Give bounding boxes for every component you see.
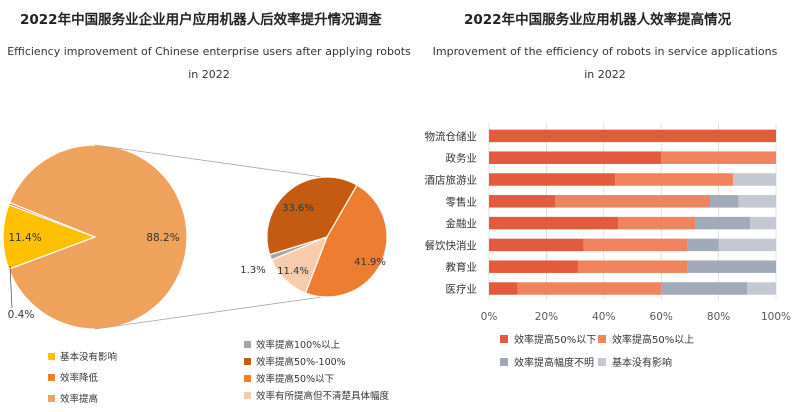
x-tick-label: 60%	[650, 311, 673, 323]
bar-segment	[615, 173, 733, 186]
bar-segment	[718, 238, 776, 252]
breakdown-pie-slice-label: 11.4%	[277, 266, 309, 277]
y-category-label: 酒店旅游业	[425, 174, 478, 187]
legend-swatch	[48, 353, 55, 360]
x-tick-label: 100%	[761, 311, 791, 323]
bar-segment	[747, 282, 776, 295]
legend-label: 效率有所提高但不清楚具体幅度	[256, 390, 390, 402]
legend-swatch	[48, 395, 55, 402]
breakdown-pie-slice	[304, 184, 388, 298]
y-category-label: 金融业	[446, 217, 478, 230]
x-tick-label: 80%	[707, 311, 730, 323]
y-category-label: 零售业	[446, 195, 478, 208]
breakdown-pie-slice-label: 1.3%	[240, 265, 265, 276]
legend-swatch	[244, 392, 251, 399]
x-tick-label: 40%	[592, 311, 615, 323]
connector-line	[94, 144, 323, 178]
x-tick-label: 0%	[481, 311, 498, 323]
legend-label: 效率提高50%-100%	[256, 356, 346, 368]
breakdown-pie-slice-label: 41.9%	[354, 257, 386, 268]
legend-label: 基本没有影响	[60, 351, 117, 363]
legend-label: 基本没有影响	[612, 356, 672, 369]
bar-segment	[695, 216, 751, 230]
main-pie-slice-label: 11.4%	[8, 232, 41, 244]
right-chart-title: 2022年中国服务业应用机器人效率提高情况	[464, 12, 732, 28]
y-category-label: 餐饮快消业	[425, 239, 478, 252]
y-category-label: 教育业	[446, 261, 478, 274]
bar-segment	[709, 195, 739, 208]
bar-segment	[577, 260, 688, 273]
bar-segment	[489, 151, 662, 164]
bar-segment	[517, 282, 662, 295]
bar-segment	[489, 260, 578, 273]
bar-segment	[489, 195, 556, 208]
bar-segment	[687, 238, 719, 252]
bar-segment	[732, 173, 776, 186]
legend-label: 效率提高100%以上	[256, 339, 341, 351]
legend-swatch	[244, 358, 251, 365]
breakdown-pie-slice	[270, 235, 329, 294]
main-pie-slice-label: 88.2%	[146, 232, 179, 244]
breakdown-pie-slice-label: 33.6%	[282, 203, 314, 214]
left-chart-subtitle: Efficiency improvement of Chinese enterp…	[0, 40, 418, 86]
legend-label: 效率提高50%以下	[514, 333, 596, 346]
bar-segment	[489, 173, 616, 186]
legend-swatch	[244, 341, 251, 348]
connector-line	[94, 296, 323, 330]
legend-swatch	[500, 335, 508, 343]
legend-swatch	[48, 374, 55, 381]
legend-swatch	[598, 358, 606, 366]
bar-segment	[687, 260, 776, 273]
legend-swatch	[244, 375, 251, 382]
left-chart-subtitle-line2: in 2022	[188, 68, 230, 81]
right-chart-subtitle-line1: Improvement of the efficiency of robots …	[432, 45, 778, 58]
left-chart-title: 2022年中国服务业企业用户应用机器人后效率提升情况调查	[20, 12, 382, 28]
bar-segment	[489, 216, 619, 230]
legend-swatch	[500, 358, 508, 366]
bar-segment	[489, 238, 584, 252]
legend-label: 效率提高50%以下	[256, 373, 334, 385]
y-category-label: 政务业	[446, 152, 478, 165]
main-pie-slice	[2, 203, 97, 271]
legend-label: 效率提高	[60, 393, 98, 405]
main-pie-slice-label: 0.4%	[8, 309, 35, 321]
bar-segment	[489, 282, 518, 295]
right-chart-subtitle: Improvement of the efficiency of robots …	[410, 40, 800, 86]
bar-segment	[661, 282, 748, 295]
y-category-label: 物流仓储业	[425, 130, 478, 143]
main-pie-slice	[8, 144, 188, 330]
bar-segment	[583, 238, 688, 252]
x-tick-label: 20%	[535, 311, 558, 323]
bar-segment	[489, 129, 776, 143]
bar-segment	[738, 195, 776, 208]
leader-line	[9, 265, 13, 309]
bar-segment	[750, 216, 776, 230]
breakdown-pie-slice	[266, 176, 358, 256]
bar-segment	[618, 216, 696, 230]
bar-segment	[555, 195, 710, 208]
legend-label: 效率降低	[60, 372, 99, 384]
left-pie-chart: 11.4%0.4%88.2%1.3%33.6%41.9%11.4%基本没有影响效…	[2, 144, 390, 405]
left-chart-subtitle-line1: Efficiency improvement of Chinese enterp…	[7, 45, 411, 58]
y-category-label: 医疗业	[446, 283, 478, 296]
legend-swatch	[598, 335, 606, 343]
bar-segment	[661, 151, 776, 164]
right-chart-subtitle-line2: in 2022	[584, 68, 626, 81]
legend-label: 效率提高幅度不明	[514, 356, 594, 369]
legend-label: 效率提高50%以上	[612, 333, 694, 346]
